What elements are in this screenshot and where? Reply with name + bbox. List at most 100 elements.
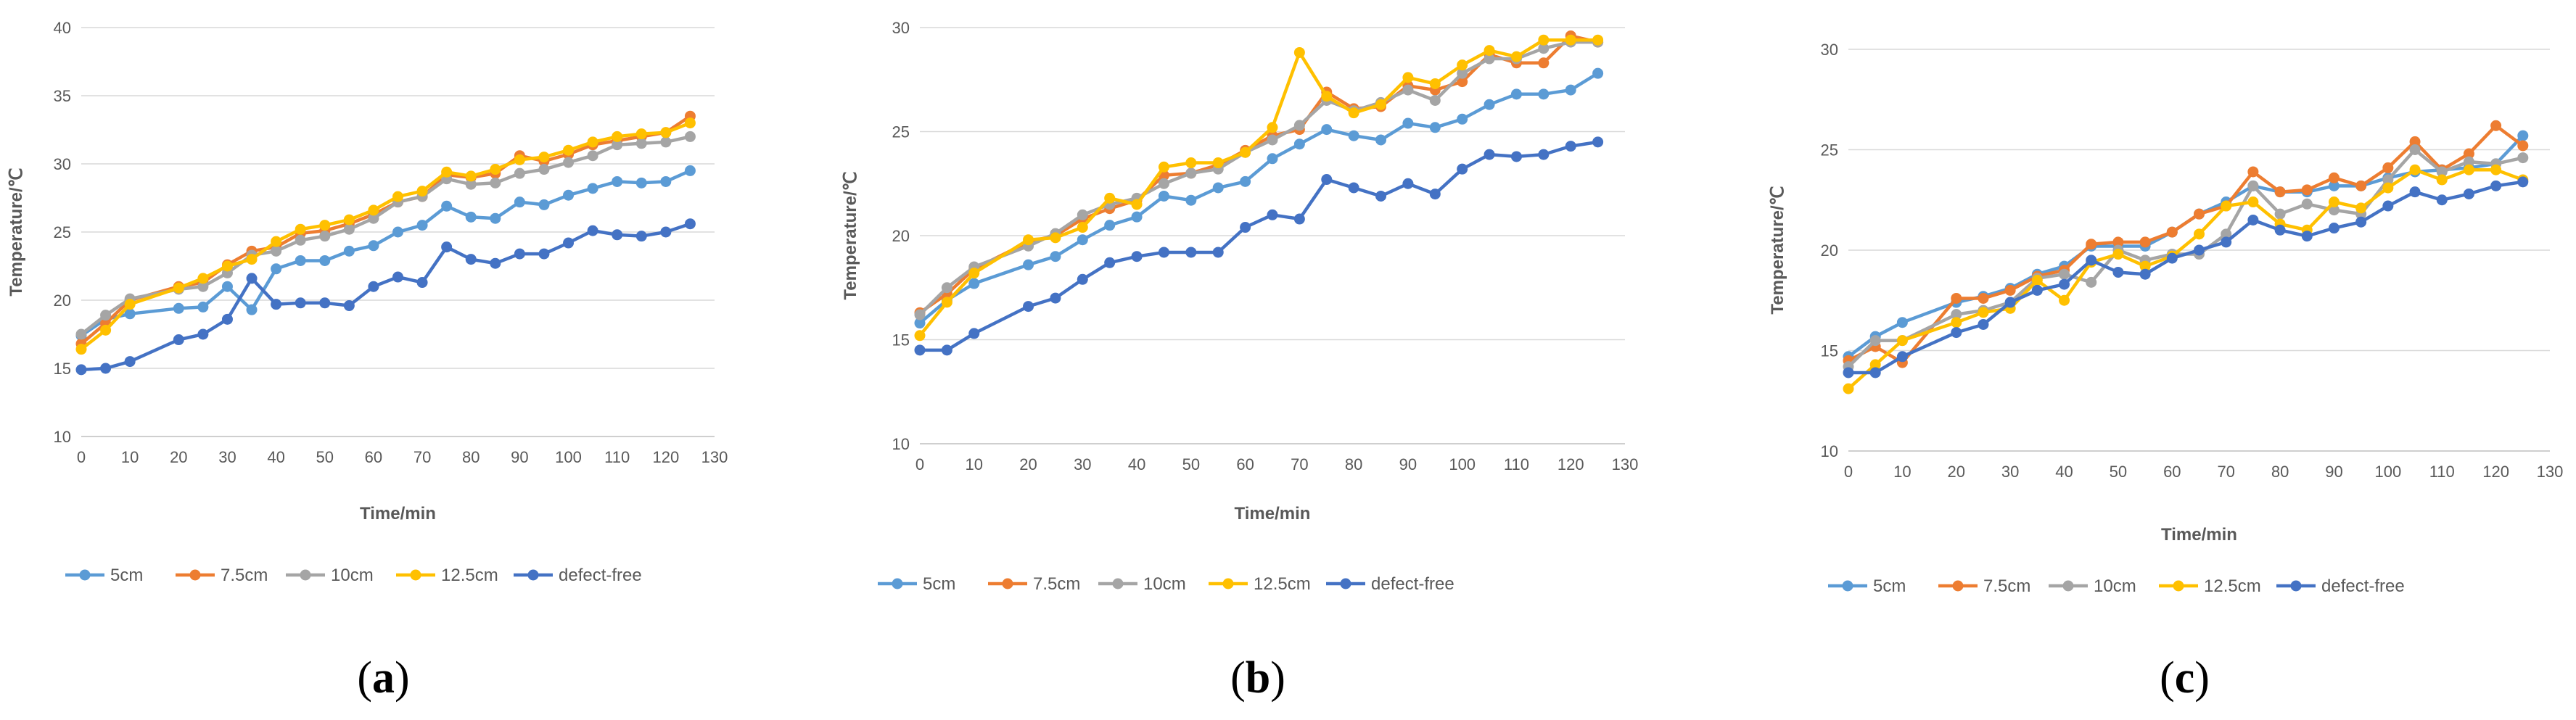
data-point bbox=[490, 212, 501, 224]
legend-label: 12.5cm bbox=[441, 566, 498, 585]
data-point bbox=[1267, 209, 1278, 220]
legend-label: 7.5cm bbox=[1983, 576, 2030, 596]
data-point bbox=[1023, 259, 1034, 270]
data-point bbox=[2139, 236, 2151, 248]
x-tick-label: 10 bbox=[966, 455, 983, 473]
data-point bbox=[416, 220, 428, 231]
legend-label: 5cm bbox=[1873, 576, 1906, 596]
data-point bbox=[1023, 234, 1034, 246]
data-point bbox=[295, 297, 306, 309]
data-point bbox=[941, 297, 952, 308]
data-point bbox=[1050, 292, 1061, 304]
legend-item: 12.5cm bbox=[396, 566, 498, 585]
data-point bbox=[2355, 202, 2367, 214]
data-point bbox=[1457, 113, 1468, 125]
x-tick-label: 70 bbox=[2217, 463, 2234, 481]
data-point bbox=[1538, 34, 1550, 46]
x-axis-title: Time/min bbox=[360, 504, 436, 524]
x-tick-label: 50 bbox=[316, 448, 334, 466]
data-point bbox=[1869, 335, 1881, 347]
data-point bbox=[1484, 99, 1495, 110]
data-point bbox=[587, 225, 598, 236]
data-point bbox=[1951, 309, 1962, 320]
data-point bbox=[1484, 53, 1495, 65]
x-tick-label: 110 bbox=[604, 448, 630, 466]
series-line-5cm bbox=[80, 169, 691, 337]
data-point bbox=[2328, 223, 2340, 234]
data-point bbox=[271, 299, 282, 310]
data-point bbox=[465, 170, 477, 182]
data-point bbox=[1050, 251, 1061, 262]
data-point bbox=[1077, 234, 1088, 246]
data-point bbox=[660, 226, 672, 238]
x-tick-label: 110 bbox=[1504, 455, 1529, 473]
data-point bbox=[1293, 138, 1305, 150]
data-point bbox=[1484, 149, 1495, 160]
data-point bbox=[1131, 251, 1143, 262]
x-tick-label: 0 bbox=[1844, 463, 1853, 481]
data-point bbox=[538, 152, 550, 163]
data-point bbox=[968, 328, 980, 339]
y-tick-label: 25 bbox=[54, 223, 71, 241]
data-point bbox=[1592, 67, 1604, 79]
data-point bbox=[2382, 174, 2394, 186]
legend-swatch-marker bbox=[410, 569, 421, 581]
series-line-5cm bbox=[918, 72, 1599, 325]
data-point bbox=[490, 164, 501, 175]
data-point bbox=[2409, 164, 2421, 175]
data-point bbox=[1402, 84, 1414, 96]
legend-item: 12.5cm bbox=[1209, 574, 1311, 594]
data-point bbox=[2328, 172, 2340, 183]
x-tick-label: 130 bbox=[1612, 455, 1639, 473]
series-line-12.5cm bbox=[80, 121, 691, 351]
legend-swatch-marker bbox=[1222, 578, 1234, 589]
data-point bbox=[538, 199, 550, 210]
data-point bbox=[684, 165, 696, 176]
data-point bbox=[2301, 184, 2313, 196]
panel-label: (b) bbox=[1230, 653, 1285, 703]
y-axis-title: Temperature/℃ bbox=[841, 171, 860, 299]
x-axis-title: Time/min bbox=[2161, 525, 2237, 545]
legend-swatch-marker bbox=[300, 569, 311, 581]
data-point bbox=[1869, 359, 1881, 371]
data-point bbox=[100, 310, 112, 321]
data-point bbox=[1185, 167, 1197, 179]
data-point bbox=[1131, 199, 1143, 210]
x-tick-label: 0 bbox=[77, 448, 86, 466]
data-point bbox=[2328, 204, 2340, 216]
x-tick-label: 130 bbox=[701, 448, 728, 466]
data-point bbox=[660, 127, 672, 138]
data-point bbox=[1896, 351, 1908, 363]
x-tick-label: 60 bbox=[2163, 463, 2181, 481]
data-point bbox=[1293, 120, 1305, 131]
data-point bbox=[295, 234, 306, 246]
data-point bbox=[1978, 318, 1989, 330]
data-point bbox=[1240, 175, 1251, 187]
data-point bbox=[173, 334, 184, 346]
data-point bbox=[2517, 130, 2529, 141]
legend-swatch-marker bbox=[1952, 580, 1964, 592]
data-point bbox=[1843, 383, 1854, 394]
data-point bbox=[2004, 297, 2016, 308]
x-tick-label: 80 bbox=[462, 448, 480, 466]
legend-swatch-marker bbox=[892, 578, 903, 589]
data-point bbox=[1951, 317, 1962, 328]
data-point bbox=[2463, 148, 2474, 160]
data-point bbox=[465, 254, 477, 265]
data-point bbox=[1077, 273, 1088, 285]
x-tick-label: 30 bbox=[2001, 463, 2019, 481]
data-point bbox=[635, 231, 647, 242]
data-point bbox=[2247, 214, 2259, 225]
data-point bbox=[514, 248, 525, 260]
data-point bbox=[1321, 124, 1333, 136]
data-point bbox=[2328, 180, 2340, 191]
legend-item: 10cm bbox=[2049, 576, 2136, 596]
legend-swatch-marker bbox=[1842, 580, 1853, 592]
data-point bbox=[2059, 268, 2070, 280]
data-point bbox=[1185, 157, 1197, 169]
data-point bbox=[1185, 247, 1197, 258]
data-point bbox=[197, 301, 209, 313]
data-point bbox=[124, 308, 136, 320]
legend-item: defect-free bbox=[1326, 574, 1454, 594]
data-point bbox=[1592, 34, 1604, 46]
